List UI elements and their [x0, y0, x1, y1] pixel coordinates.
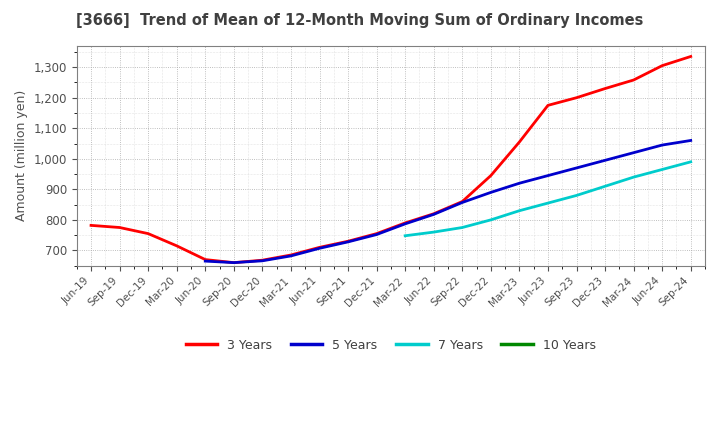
3 Years — [258, 257, 266, 263]
Legend: 3 Years, 5 Years, 7 Years, 10 Years: 3 Years, 5 Years, 7 Years, 10 Years — [181, 334, 600, 356]
5 Years — [515, 180, 523, 186]
5 Years — [230, 260, 238, 265]
7 Years — [572, 193, 581, 198]
5 Years — [487, 190, 495, 195]
5 Years — [658, 143, 667, 148]
Line: 7 Years: 7 Years — [405, 162, 690, 236]
5 Years — [258, 258, 266, 264]
5 Years — [544, 173, 552, 178]
3 Years — [515, 139, 523, 145]
5 Years — [315, 246, 324, 251]
5 Years — [572, 165, 581, 171]
3 Years — [429, 211, 438, 216]
5 Years — [287, 253, 295, 259]
3 Years — [343, 238, 352, 244]
3 Years — [144, 231, 153, 236]
Line: 5 Years: 5 Years — [205, 140, 690, 263]
3 Years — [172, 243, 181, 249]
3 Years — [372, 231, 381, 236]
5 Years — [201, 258, 210, 264]
7 Years — [401, 233, 410, 238]
3 Years — [487, 173, 495, 178]
3 Years — [201, 257, 210, 262]
3 Years — [401, 220, 410, 226]
5 Years — [372, 232, 381, 237]
5 Years — [686, 138, 695, 143]
3 Years — [572, 95, 581, 100]
7 Years — [544, 201, 552, 206]
Y-axis label: Amount (million yen): Amount (million yen) — [15, 90, 28, 221]
3 Years — [629, 77, 638, 83]
3 Years — [600, 86, 609, 91]
3 Years — [544, 103, 552, 108]
3 Years — [287, 253, 295, 258]
7 Years — [629, 175, 638, 180]
7 Years — [487, 217, 495, 223]
3 Years — [115, 225, 124, 230]
7 Years — [600, 183, 609, 189]
Line: 3 Years: 3 Years — [91, 56, 690, 263]
5 Years — [458, 200, 467, 205]
3 Years — [686, 54, 695, 59]
5 Years — [600, 158, 609, 163]
3 Years — [658, 63, 667, 68]
Text: [3666]  Trend of Mean of 12-Month Moving Sum of Ordinary Incomes: [3666] Trend of Mean of 12-Month Moving … — [76, 13, 644, 28]
5 Years — [429, 212, 438, 217]
7 Years — [429, 229, 438, 235]
7 Years — [658, 167, 667, 172]
3 Years — [458, 199, 467, 204]
3 Years — [230, 260, 238, 265]
3 Years — [86, 223, 95, 228]
5 Years — [343, 239, 352, 245]
5 Years — [401, 221, 410, 227]
7 Years — [458, 225, 467, 230]
5 Years — [629, 150, 638, 155]
3 Years — [315, 245, 324, 250]
7 Years — [515, 208, 523, 213]
7 Years — [686, 159, 695, 165]
